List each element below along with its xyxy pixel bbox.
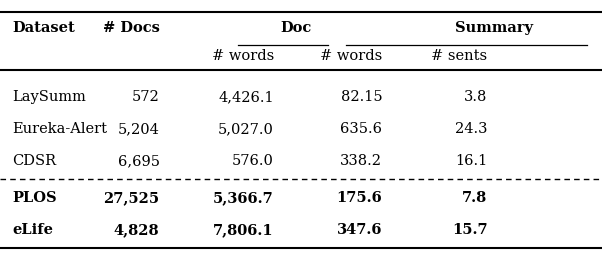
Text: 4,828: 4,828 (114, 223, 160, 237)
Text: Summary: Summary (455, 21, 533, 35)
Text: 635.6: 635.6 (340, 122, 382, 136)
Text: 5,366.7: 5,366.7 (213, 191, 274, 205)
Text: LaySumm: LaySumm (12, 90, 86, 104)
Text: 5,027.0: 5,027.0 (218, 122, 274, 136)
Text: 338.2: 338.2 (340, 154, 382, 168)
Text: # Docs: # Docs (103, 21, 160, 35)
Text: 7.8: 7.8 (462, 191, 488, 205)
Text: 175.6: 175.6 (337, 191, 382, 205)
Text: 572: 572 (132, 90, 160, 104)
Text: Eureka-Alert: Eureka-Alert (12, 122, 107, 136)
Text: 347.6: 347.6 (337, 223, 382, 237)
Text: 16.1: 16.1 (455, 154, 488, 168)
Text: eLife: eLife (12, 223, 53, 237)
Text: 82.15: 82.15 (341, 90, 382, 104)
Text: 7,806.1: 7,806.1 (213, 223, 274, 237)
Text: CDSR: CDSR (12, 154, 56, 168)
Text: # words: # words (212, 49, 274, 63)
Text: 15.7: 15.7 (452, 223, 488, 237)
Text: 6,695: 6,695 (117, 154, 160, 168)
Text: # sents: # sents (432, 49, 488, 63)
Text: # words: # words (320, 49, 382, 63)
Text: Dataset: Dataset (12, 21, 75, 35)
Text: PLOS: PLOS (12, 191, 57, 205)
Text: 27,525: 27,525 (104, 191, 160, 205)
Text: 4,426.1: 4,426.1 (219, 90, 274, 104)
Text: 24.3: 24.3 (455, 122, 488, 136)
Text: 5,204: 5,204 (117, 122, 160, 136)
Text: 576.0: 576.0 (232, 154, 274, 168)
Text: 3.8: 3.8 (464, 90, 488, 104)
Text: Doc: Doc (280, 21, 311, 35)
